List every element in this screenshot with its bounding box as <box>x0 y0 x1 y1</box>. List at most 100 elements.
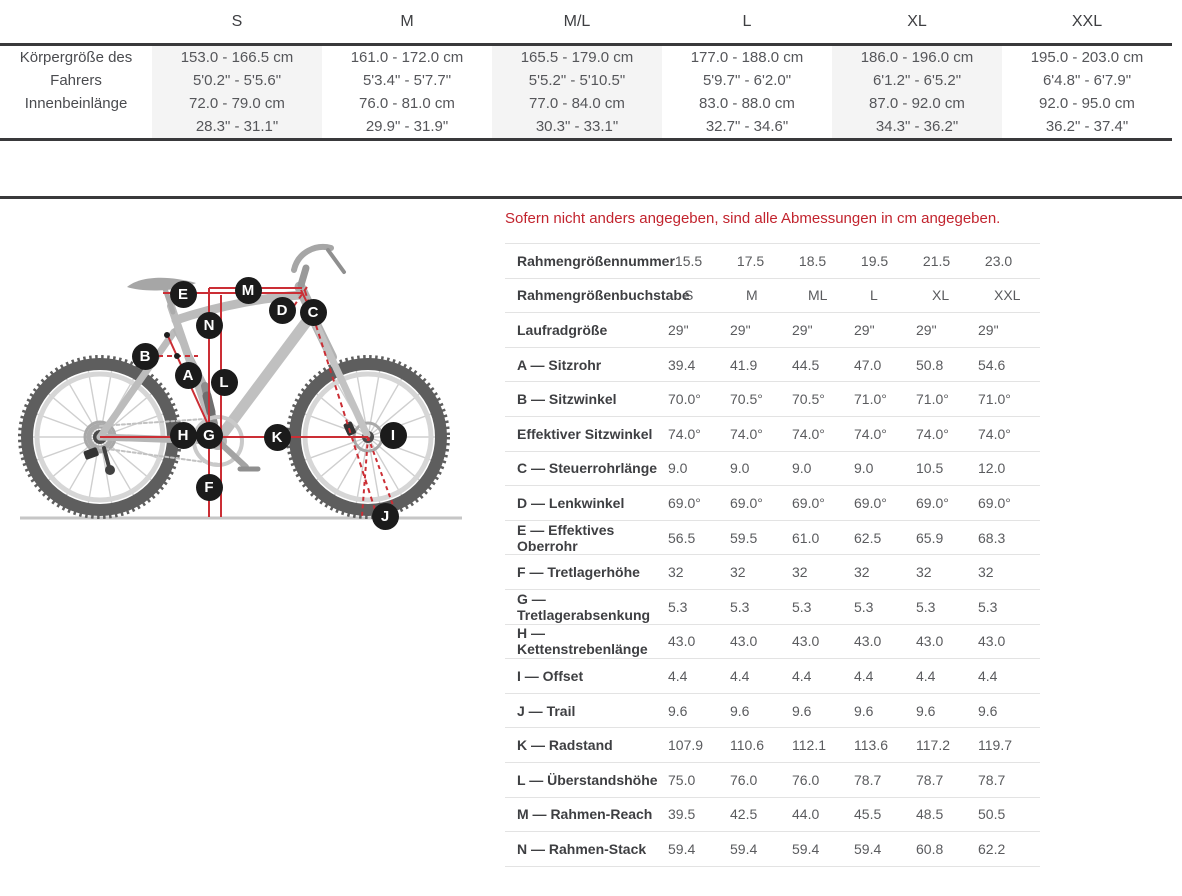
size-value-cm: 165.5 - 179.0 cm <box>520 49 634 66</box>
geometry-value-cell: 70.5° <box>730 391 763 408</box>
geometry-row-label: M — Rahmen-Reach <box>517 806 653 823</box>
size-value-cell: 87.0 - 92.0 cm 34.3" - 36.2" <box>832 92 1002 138</box>
table-row: Laufradgröße 29" 29" 29" 29" 29" 29" <box>505 312 1040 347</box>
geometry-value-cell: 59.4 <box>668 840 696 857</box>
geometry-value-cell: L <box>870 287 878 304</box>
size-value-imperial: 5'3.4" - 5'7.7" <box>362 72 452 89</box>
geometry-value-cell: 29" <box>916 321 937 338</box>
geometry-value-cell: 32 <box>916 564 932 581</box>
geometry-value-cell: ML <box>808 287 828 304</box>
geometry-value-cell: 29" <box>792 321 813 338</box>
geometry-value-cell: 9.6 <box>978 702 998 719</box>
geometry-value-cell: 5.3 <box>668 598 688 615</box>
geometry-value-cell: 112.1 <box>792 737 826 754</box>
bike-frame <box>83 244 371 475</box>
geometry-value-cell: 32 <box>854 564 870 581</box>
geometry-row-cells: 9.6 9.6 9.6 9.6 9.6 9.6 <box>668 703 1040 719</box>
geometry-value-cell: 43.0 <box>730 633 758 650</box>
size-value-imperial: 28.3" - 31.1" <box>195 118 279 135</box>
geometry-row-label: G — Tretlagerabsenkung <box>517 590 651 623</box>
geometry-note: Sofern nicht anders angegeben, sind alle… <box>505 210 1001 227</box>
geometry-row-label: D — Lenkwinkel <box>517 494 625 511</box>
down-tube <box>213 311 316 445</box>
table-row: Körpergröße des Fahrers 153.0 - 166.5 cm … <box>0 46 1172 92</box>
bike-geometry-diagram: E M N D C B A L H G K I F J <box>0 200 490 540</box>
geometry-value-cell: 4.4 <box>854 667 874 684</box>
chain-top <box>99 417 220 427</box>
size-value-cell: 77.0 - 84.0 cm 30.3" - 33.1" <box>492 92 662 138</box>
geometry-value-cell: XL <box>932 287 950 304</box>
geometry-row-label: I — Offset <box>517 667 584 684</box>
geometry-row-cells: 107.9 110.6 112.1 113.6 117.2 119.7 <box>668 737 1040 753</box>
geometry-row-cells: 75.0 76.0 76.0 78.7 78.7 78.7 <box>668 772 1040 788</box>
geometry-value-cell: 117.2 <box>916 737 950 754</box>
diagram-label-d: D <box>268 296 296 324</box>
geometry-value-cell: 12.0 <box>978 460 1006 477</box>
geometry-value-cell: 4.4 <box>792 667 812 684</box>
geometry-value-cell: 62.2 <box>978 840 1006 857</box>
size-table-body: Körpergröße des Fahrers 153.0 - 166.5 cm … <box>0 46 1172 138</box>
geometry-value-cell: 43.0 <box>916 633 944 650</box>
line-head-angle-D <box>284 286 308 320</box>
table-row: Rahmengrößennummer 15.5 17.5 18.5 19.5 21.5 2… <box>505 243 1040 278</box>
table-row: F — Tretlagerhöhe 32 32 32 32 32 32 <box>505 554 1040 589</box>
geometry-row-label: Effektiver Sitzwinkel <box>517 425 653 442</box>
size-value-cm: 161.0 - 172.0 cm <box>350 49 464 66</box>
geometry-value-cell: S <box>684 287 694 304</box>
table-row: Effektiver Sitzwinkel 74.0° 74.0° 74.0° 74.… <box>505 415 1040 451</box>
size-value-imperial: 5'5.2" - 5'10.5" <box>528 72 626 89</box>
diagram-label-l: L <box>210 368 238 396</box>
geometry-row-cells: 39.5 42.5 44.0 45.5 48.5 50.5 <box>668 806 1040 822</box>
geometry-value-cell: 9.6 <box>854 702 874 719</box>
geometry-value-cell: 15.5 <box>674 252 703 269</box>
geometry-row-label: K — Radstand <box>517 737 613 754</box>
geometry-value-cell: 47.0 <box>854 356 882 373</box>
geometry-value-cell: 29" <box>854 321 875 338</box>
geometry-value-cell: 21.5 <box>922 252 951 269</box>
geometry-value-cell: 69.0° <box>668 494 701 511</box>
geometry-value-cell: 69.0° <box>854 494 887 511</box>
geometry-row-cells: 15.5 17.5 18.5 19.5 21.5 23.0 <box>675 253 1047 269</box>
geometry-value-cell: 5.3 <box>978 598 998 615</box>
geometry-value-cell: 18.5 <box>798 252 827 269</box>
size-value-imperial: 36.2" - 37.4" <box>1045 118 1129 135</box>
geometry-value-cell: 107.9 <box>668 737 704 754</box>
geometry-row-cells: 69.0° 69.0° 69.0° 69.0° 69.0° 69.0° <box>668 495 1040 511</box>
size-column-header: L <box>742 12 752 30</box>
geometry-value-cell: 71.0° <box>978 391 1011 408</box>
seatstay <box>96 328 178 441</box>
diagram-label-c: C <box>299 298 327 326</box>
geometry-value-cell: 62.5 <box>854 529 882 546</box>
size-value-imperial: 29.9" - 31.9" <box>365 118 449 135</box>
table-row: I — Offset 4.4 4.4 4.4 4.4 4.4 4.4 <box>505 658 1040 693</box>
size-value-cell: 153.0 - 166.5 cm 5'0.2" - 5'5.6" <box>152 46 322 92</box>
size-value-imperial: 34.3" - 36.2" <box>875 118 959 135</box>
geometry-value-cell: 113.6 <box>854 737 888 754</box>
geometry-row-label: N — Rahmen-Stack <box>517 840 647 857</box>
diagram-label-i: I <box>379 421 407 449</box>
geometry-value-cell: 29" <box>668 321 689 338</box>
size-value-cell: 165.5 - 179.0 cm 5'5.2" - 5'10.5" <box>492 46 662 92</box>
handlebar <box>291 244 334 273</box>
size-row-label-line: Körpergröße des <box>19 49 133 66</box>
table-row: N — Rahmen-Stack 59.4 59.4 59.4 59.4 60.8 62.… <box>505 831 1040 866</box>
geometry-value-cell: 9.6 <box>916 702 936 719</box>
geometry-value-cell: 71.0° <box>854 391 887 408</box>
geometry-value-cell: 29" <box>730 321 751 338</box>
table-row: D — Lenkwinkel 69.0° 69.0° 69.0° 69.0° 69.0°… <box>505 485 1040 520</box>
geometry-row-label: F — Tretlagerhöhe <box>517 564 640 581</box>
geometry-row-cells: 39.4 41.9 44.5 47.0 50.8 54.6 <box>668 357 1040 373</box>
geometry-value-cell: 10.5 <box>916 460 944 477</box>
geometry-value-cell: 32 <box>730 564 746 581</box>
geometry-value-cell: 9.0 <box>854 460 874 477</box>
geometry-value-cell: 45.5 <box>854 806 882 823</box>
size-value-cm: 195.0 - 203.0 cm <box>1030 49 1144 66</box>
geometry-value-cell: 74.0° <box>916 425 949 442</box>
geometry-value-cell: 17.5 <box>736 252 765 269</box>
geometry-value-cell: 70.5° <box>792 391 825 408</box>
geometry-row-label: H — Kettenstrebenlänge <box>517 625 648 658</box>
section-divider <box>0 196 1182 199</box>
geometry-value-cell: 44.0 <box>792 806 820 823</box>
geometry-value-cell: 78.7 <box>978 771 1006 788</box>
geometry-value-cell: 69.0° <box>792 494 825 511</box>
